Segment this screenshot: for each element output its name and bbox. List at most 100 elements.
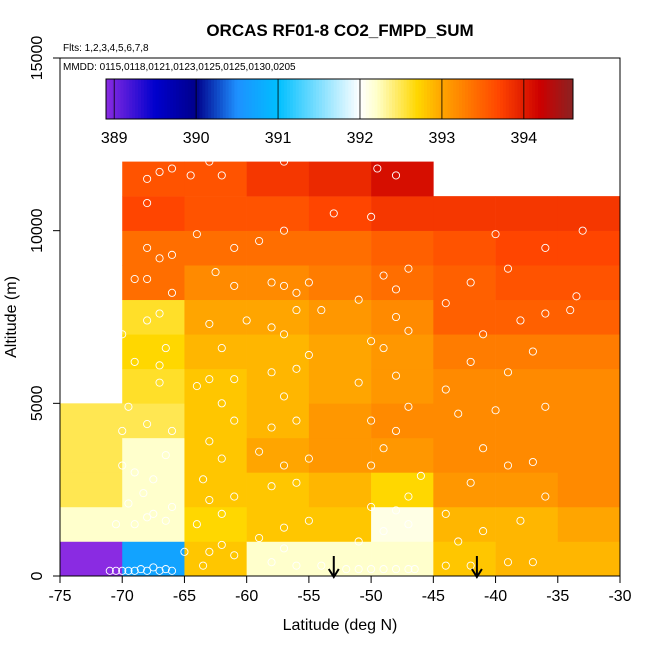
sample-point [354,378,363,387]
heatmap-cell [246,472,310,508]
colorbar-segment [505,79,510,119]
colorbar-segment [336,79,340,119]
sample-point [267,368,276,377]
sample-point [416,471,425,480]
heatmap-cell [371,299,434,335]
sample-point [391,171,401,180]
x-axis-label: Latitude (deg N) [283,617,398,634]
sample-point [130,468,139,477]
heatmap-cell [495,230,559,266]
colorbar-segment [397,79,402,119]
sample-point [466,278,475,287]
sample-point [279,461,289,470]
heatmap-cell [433,472,496,508]
heatmap-cell [60,437,123,473]
sample-point [111,520,121,529]
heatmap-cell [184,230,247,266]
colorbar-segment [444,79,448,119]
sample-point [105,566,114,575]
heatmap-cell [371,403,434,439]
sample-point [161,516,170,525]
colorbar-segment [497,79,501,119]
colorbar-segment [359,79,364,119]
flights-note: Flts: 1,2,3,4,5,6,7,8 [63,43,149,54]
colorbar-segment [406,79,411,119]
sample-point [143,274,152,284]
colorbar-segment [427,79,431,119]
heatmap-cell [433,541,496,577]
sample-point [155,167,164,177]
colorbar-segment [473,79,478,119]
sample-point [479,444,488,453]
colorbar-segment [208,79,212,119]
sample-point [167,164,177,173]
heatmap-cell [308,403,372,439]
sample-point [149,509,158,518]
heatmap-cell [308,472,372,508]
sample-point [205,375,214,384]
x-tick-label: -50 [360,588,383,605]
colorbar-segment [412,79,416,119]
sample-point [279,226,289,235]
heatmap-cell [308,541,372,577]
colorbar-segment [304,79,308,119]
sample-point [404,264,413,273]
colorbar-segment [202,79,206,119]
colorbar-segment [485,79,489,119]
colorbar-segment [549,79,554,119]
colorbar-tick-label: 391 [265,130,292,147]
colorbar-segment [491,79,495,119]
sample-point [255,533,264,543]
heatmap-cell [371,334,434,370]
sample-point [516,516,525,525]
sample-point [566,306,575,315]
colorbar-segment [155,79,160,119]
y-tick-label: 10000 [29,208,46,253]
sample-point [317,561,326,570]
sample-point [391,371,401,380]
colorbar-segment [552,79,556,119]
sample-point [466,478,475,487]
sample-point [441,561,450,570]
sample-point [230,416,239,425]
sample-point [466,561,475,570]
sample-point [404,326,413,335]
colorbar-segment [284,79,288,119]
sample-point [118,461,127,470]
colorbar-segment [508,79,513,119]
heatmap-cell [433,506,496,542]
colorbar-segment [517,79,521,119]
heatmap-cell [371,472,434,508]
colorbar-segment [257,79,262,119]
sample-point [267,278,276,287]
colorbar-segment [523,79,527,119]
colorbar-segment [266,79,270,119]
colorbar-segment [488,79,492,119]
sample-point [255,236,264,246]
sample-point [155,566,164,575]
colorbar-segment [432,79,437,119]
heatmap-cell [184,506,247,542]
sample-point [391,565,401,574]
sample-point [304,454,313,463]
x-tick-label: -65 [173,588,196,605]
colorbar-segment [546,79,551,119]
sample-point [149,475,158,484]
heatmap-cell [371,541,434,577]
heatmap-cell [246,334,310,370]
heatmap-cell [495,437,559,473]
colorbar-segment [386,79,390,119]
colorbar-segment [301,79,305,119]
sample-point [503,461,513,470]
heatmap-cell [246,403,310,439]
heatmap-cell [184,403,247,439]
colorbar-segment [181,79,186,119]
colorbar-tick-label: 390 [183,130,210,147]
colorbar-segment [211,79,215,119]
sample-point [192,382,201,391]
colorbar-segment [161,79,165,119]
y-tick-label: 5000 [29,385,46,421]
heatmap-cell [246,368,310,404]
sample-point [491,230,500,239]
colorbar-segment [526,79,530,119]
